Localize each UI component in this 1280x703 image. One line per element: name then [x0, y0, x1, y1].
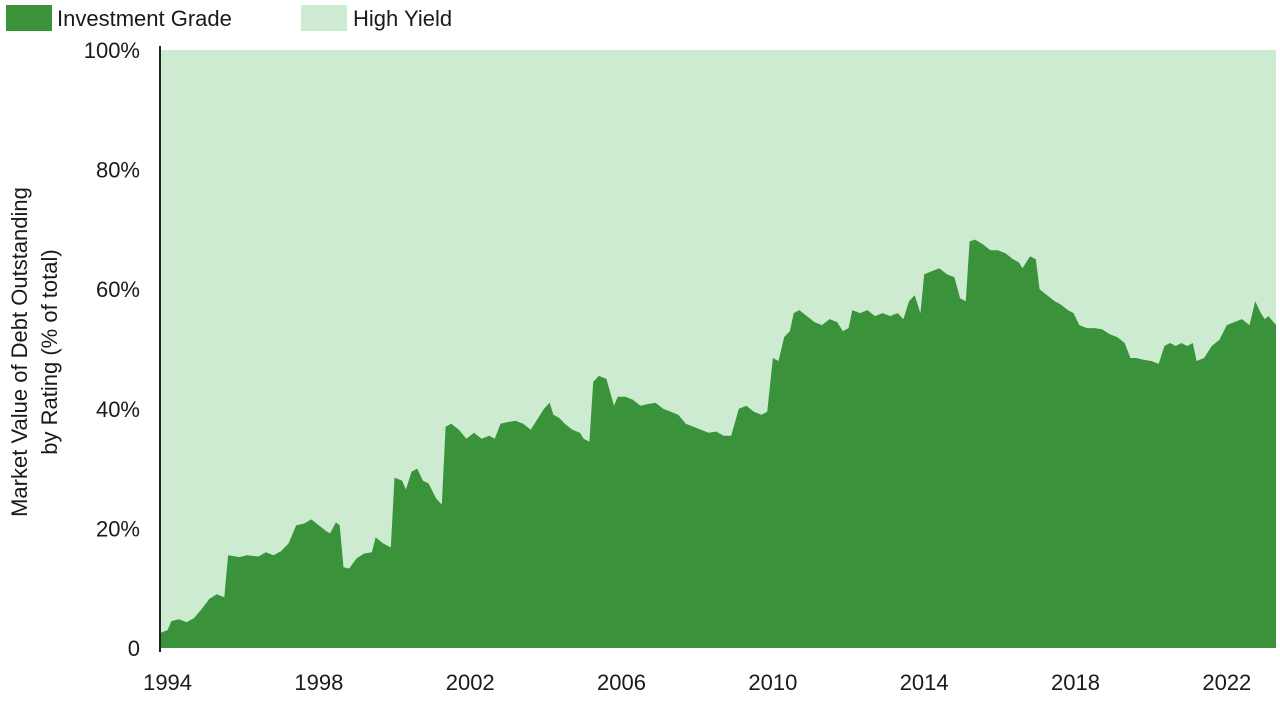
y-tick-label: 80% [96, 158, 140, 183]
x-tick-label: 2014 [900, 670, 949, 695]
legend: Investment Grade High Yield [6, 5, 452, 31]
y-tick-label: 100% [84, 38, 140, 63]
y-tick-label: 40% [96, 397, 140, 422]
x-tick-label: 2002 [446, 670, 495, 695]
legend-swatch-investment-grade [6, 5, 52, 31]
legend-swatch-high-yield [301, 5, 347, 31]
x-tick-label: 1994 [143, 670, 192, 695]
area-series-investment-grade [160, 239, 1276, 648]
y-tick-label: 0 [128, 636, 140, 661]
y-axis-ticks: 0 20% 40% 60% 80% 100% [84, 38, 140, 661]
x-tick-label: 2010 [748, 670, 797, 695]
x-axis-ticks: 1994 1998 2002 2006 2010 2014 2018 2022 [143, 670, 1251, 695]
y-axis-label-line-2: by Rating (% of total) [37, 249, 62, 454]
x-tick-label: 2022 [1202, 670, 1251, 695]
y-tick-label: 60% [96, 277, 140, 302]
y-tick-label: 20% [96, 516, 140, 541]
x-tick-label: 2018 [1051, 670, 1100, 695]
plot-area [160, 50, 1276, 648]
x-tick-label: 1998 [294, 670, 343, 695]
y-axis-label-line-1: Market Value of Debt Outstanding [7, 187, 32, 517]
legend-label-high-yield: High Yield [353, 6, 452, 31]
legend-label-investment-grade: Investment Grade [57, 6, 232, 31]
x-tick-label: 2006 [597, 670, 646, 695]
